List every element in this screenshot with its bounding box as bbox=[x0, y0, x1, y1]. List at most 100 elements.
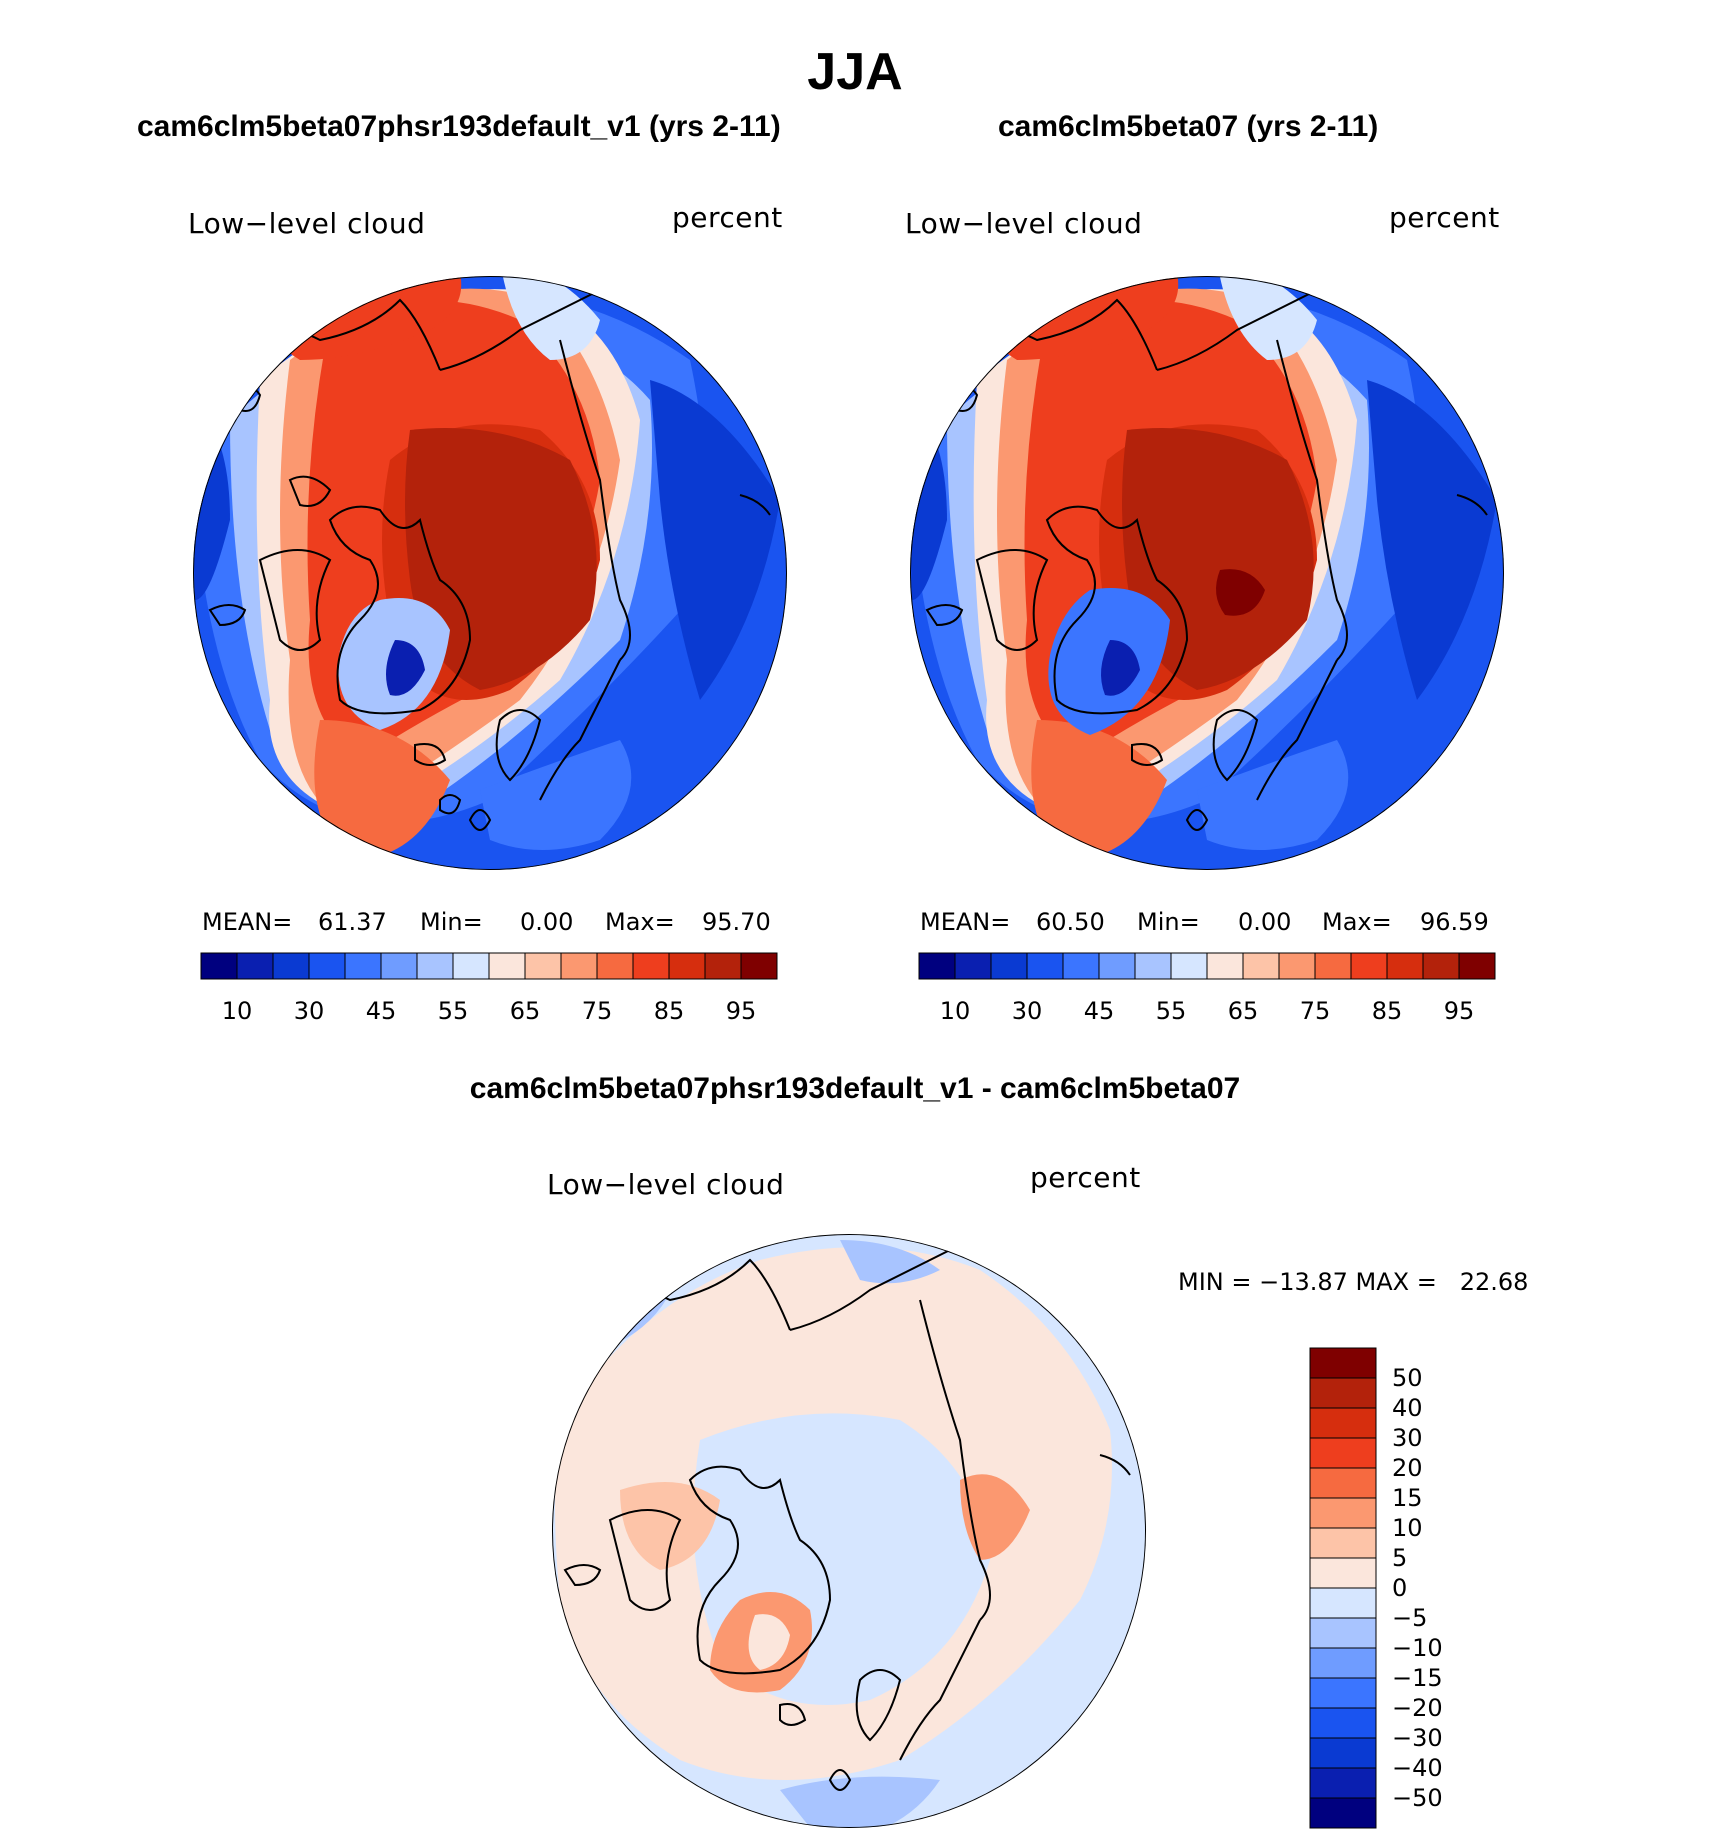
panel-right-mean-label: MEAN= bbox=[920, 908, 1011, 936]
right-cbar-swatch bbox=[1422, 952, 1460, 980]
panel-left-mean-label: MEAN= bbox=[202, 908, 293, 936]
diff-cbar-swatch bbox=[1309, 1617, 1377, 1649]
panel-right-max: 96.59 bbox=[1420, 908, 1489, 936]
diff-cbar-swatch bbox=[1309, 1467, 1377, 1499]
left-cbar-swatch bbox=[308, 952, 346, 980]
diff-cbar-swatch bbox=[1309, 1407, 1377, 1439]
right-cbar-swatch bbox=[1314, 952, 1352, 980]
diff-title: cam6clm5beta07phsr193default_v1 - cam6cl… bbox=[469, 1072, 1241, 1105]
left-cbar-tick-label: 55 bbox=[438, 997, 469, 1025]
left-cbar-tick-label: 10 bbox=[222, 997, 253, 1025]
diff-cbar-swatch bbox=[1309, 1347, 1377, 1379]
right-cbar-swatch bbox=[1134, 952, 1172, 980]
diff-cbar-swatch bbox=[1309, 1377, 1377, 1409]
right-cbar-swatch bbox=[1242, 952, 1280, 980]
diff-cbar-tick-label: −40 bbox=[1392, 1754, 1443, 1782]
diff-cbar-swatch bbox=[1309, 1737, 1377, 1769]
panel-right-variable: Low−level cloud bbox=[905, 207, 1143, 240]
right-cbar-swatch bbox=[1350, 952, 1388, 980]
panel-left-variable: Low−level cloud bbox=[188, 207, 426, 240]
diff-cbar-tick-label: 40 bbox=[1392, 1394, 1423, 1422]
panel-right-title: cam6clm5beta07 (yrs 2-11) bbox=[998, 110, 1379, 143]
diff-cbar-swatch bbox=[1309, 1797, 1377, 1829]
diff-cbar-tick-label: 50 bbox=[1392, 1364, 1423, 1392]
right-cbar-tick-label: 85 bbox=[1372, 997, 1403, 1025]
diff-cbar-swatch bbox=[1309, 1587, 1377, 1619]
right-cbar-tick-label: 95 bbox=[1444, 997, 1475, 1025]
diff-cbar-swatch bbox=[1309, 1497, 1377, 1529]
left-cbar-swatch bbox=[344, 952, 382, 980]
panel-left-max: 95.70 bbox=[702, 908, 771, 936]
panel-right-min-label: Min= bbox=[1137, 908, 1200, 936]
diff-variable: Low−level cloud bbox=[547, 1168, 785, 1201]
left-cbar-swatch bbox=[632, 952, 670, 980]
diff-cbar-tick-label: 5 bbox=[1392, 1544, 1407, 1572]
left-cbar-tick-label: 85 bbox=[654, 997, 685, 1025]
panel-right-units: percent bbox=[1389, 201, 1500, 234]
left-cbar-swatch bbox=[452, 952, 490, 980]
diff-cbar-swatch bbox=[1309, 1557, 1377, 1589]
right-cbar-tick-label: 65 bbox=[1228, 997, 1259, 1025]
diff-cbar-swatch bbox=[1309, 1767, 1377, 1799]
panel-left-mean: 61.37 bbox=[318, 908, 387, 936]
left-cbar-swatch bbox=[380, 952, 418, 980]
right-cbar-tick-label: 75 bbox=[1300, 997, 1331, 1025]
diff-cbar-tick-label: −10 bbox=[1392, 1634, 1443, 1662]
left-cbar-tick-label: 45 bbox=[366, 997, 397, 1025]
right-cbar-tick-label: 45 bbox=[1084, 997, 1115, 1025]
left-cbar-tick-label: 30 bbox=[294, 997, 325, 1025]
left-cbar-swatch bbox=[704, 952, 742, 980]
right-cbar-swatch bbox=[1062, 952, 1100, 980]
diff-cbar-swatch bbox=[1309, 1707, 1377, 1739]
panel-left-map bbox=[193, 276, 787, 870]
left-cbar-swatch bbox=[200, 952, 238, 980]
right-cbar-swatch bbox=[1026, 952, 1064, 980]
left-cbar-swatch bbox=[668, 952, 706, 980]
diff-cbar-tick-label: −30 bbox=[1392, 1724, 1443, 1752]
diff-cbar-swatch bbox=[1309, 1527, 1377, 1559]
panel-right-min: 0.00 bbox=[1238, 908, 1292, 936]
right-cbar-swatch bbox=[1386, 952, 1424, 980]
left-cbar-swatch bbox=[524, 952, 562, 980]
diff-minmax: MIN = −13.87 MAX = 22.68 bbox=[1178, 1268, 1529, 1296]
diff-cbar-tick-label: −20 bbox=[1392, 1694, 1443, 1722]
left-cbar-swatch bbox=[560, 952, 598, 980]
right-cbar-swatch bbox=[1458, 952, 1496, 980]
diff-cbar-tick-label: 0 bbox=[1392, 1574, 1407, 1602]
left-cbar-swatch bbox=[740, 952, 778, 980]
right-cbar-swatch bbox=[918, 952, 956, 980]
panel-right-map bbox=[910, 276, 1504, 870]
diff-cbar-swatch bbox=[1309, 1647, 1377, 1679]
left-cbar-tick-label: 95 bbox=[726, 997, 757, 1025]
left-cbar-tick-label: 75 bbox=[582, 997, 613, 1025]
right-cbar-swatch bbox=[1278, 952, 1316, 980]
panel-right-colorbar: 10 30 45 55 65 75 85 95 bbox=[918, 952, 1496, 1025]
diff-cbar-tick-label: 10 bbox=[1392, 1514, 1423, 1542]
right-cbar-swatch bbox=[990, 952, 1028, 980]
panel-left-colorbar: 10 30 45 55 65 75 85 95 bbox=[200, 952, 778, 1025]
panel-left-min-label: Min= bbox=[420, 908, 483, 936]
diff-map bbox=[552, 1234, 1146, 1828]
panel-right-mean: 60.50 bbox=[1036, 908, 1105, 936]
panel-left-units: percent bbox=[672, 201, 783, 234]
panel-left-title: cam6clm5beta07phsr193default_v1 (yrs 2-1… bbox=[137, 110, 781, 143]
right-cbar-tick-label: 30 bbox=[1012, 997, 1043, 1025]
right-cbar-swatch bbox=[1170, 952, 1208, 980]
diff-units: percent bbox=[1030, 1161, 1141, 1194]
panel-left-max-label: Max= bbox=[605, 908, 675, 936]
right-cbar-swatch bbox=[954, 952, 992, 980]
figure-title: JJA bbox=[807, 43, 903, 101]
left-cbar-swatch bbox=[488, 952, 526, 980]
panel-right-max-label: Max= bbox=[1322, 908, 1392, 936]
right-cbar-swatch bbox=[1098, 952, 1136, 980]
diff-cbar-swatch bbox=[1309, 1437, 1377, 1469]
left-cbar-swatch bbox=[596, 952, 634, 980]
left-cbar-swatch bbox=[416, 952, 454, 980]
right-cbar-swatch bbox=[1206, 952, 1244, 980]
diff-cbar-tick-label: −5 bbox=[1392, 1604, 1427, 1632]
diff-cbar-tick-label: 15 bbox=[1392, 1484, 1423, 1512]
panel-left-min: 0.00 bbox=[520, 908, 574, 936]
right-cbar-tick-label: 10 bbox=[940, 997, 971, 1025]
